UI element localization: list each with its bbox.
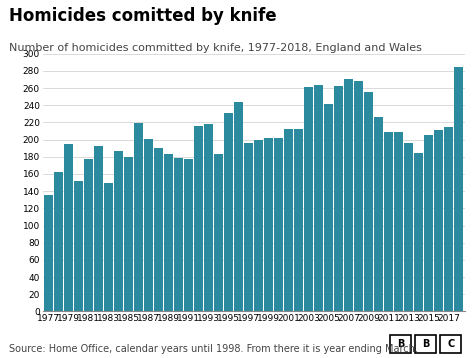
FancyBboxPatch shape <box>440 335 462 353</box>
Bar <box>334 86 343 311</box>
Bar <box>55 172 63 311</box>
Bar <box>174 158 183 311</box>
Bar <box>314 86 323 311</box>
Bar <box>365 92 373 311</box>
Text: Number of homicides committed by knife, 1977-2018, England and Wales: Number of homicides committed by knife, … <box>9 43 422 53</box>
FancyBboxPatch shape <box>390 335 411 353</box>
Bar <box>394 132 403 311</box>
Bar <box>434 130 443 311</box>
Bar <box>264 138 273 311</box>
Bar <box>454 67 463 311</box>
Bar <box>304 87 313 311</box>
Bar <box>324 103 333 311</box>
Text: B: B <box>422 339 429 349</box>
Bar <box>294 129 303 311</box>
Bar <box>344 79 353 311</box>
Text: Homicides comitted by knife: Homicides comitted by knife <box>9 7 277 25</box>
Bar <box>94 146 103 311</box>
Bar <box>414 153 423 311</box>
Bar <box>145 139 153 311</box>
Bar <box>224 113 233 311</box>
Bar <box>384 132 393 311</box>
Bar <box>354 81 363 311</box>
Bar <box>135 123 143 311</box>
Bar <box>424 135 433 311</box>
Bar <box>374 117 383 311</box>
FancyBboxPatch shape <box>415 335 437 353</box>
Bar <box>64 144 73 311</box>
Bar <box>444 127 453 311</box>
Bar <box>124 157 133 311</box>
Bar <box>244 143 253 311</box>
Bar <box>114 151 123 311</box>
Bar <box>155 148 163 311</box>
Bar <box>194 126 203 311</box>
Bar <box>204 124 213 311</box>
Text: C: C <box>447 339 455 349</box>
Text: Source: Home Office, calendar years until 1998. From there it is year ending Mar: Source: Home Office, calendar years unti… <box>9 344 419 354</box>
Bar <box>184 159 193 311</box>
Bar <box>164 154 173 311</box>
Bar <box>45 195 53 311</box>
Text: B: B <box>397 339 404 349</box>
Bar <box>284 129 293 311</box>
Bar <box>84 159 93 311</box>
Bar <box>214 154 223 311</box>
Bar <box>234 102 243 311</box>
Bar <box>404 143 413 311</box>
Bar <box>274 138 283 311</box>
Bar <box>74 181 83 311</box>
Bar <box>255 140 263 311</box>
Bar <box>104 183 113 311</box>
